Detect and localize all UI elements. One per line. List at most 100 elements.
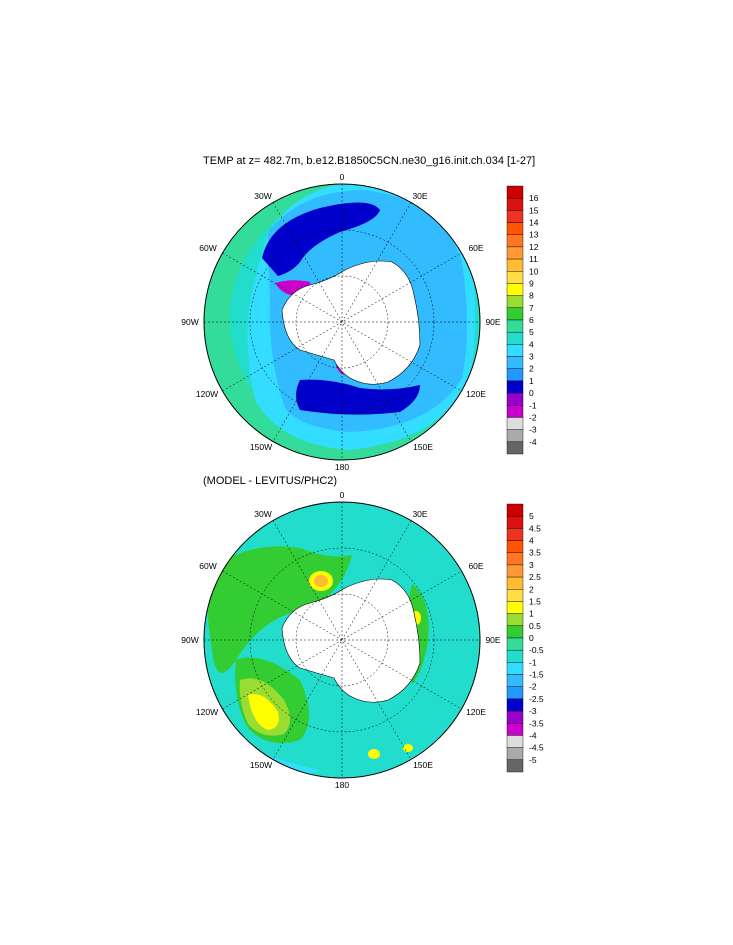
colorbar-label: 1 [529, 609, 534, 619]
panel-1-longitude-labels: 0 30E 60E 90E 120E 150E 180 150W 120W 90… [181, 172, 501, 472]
colorbar-label: 9 [529, 278, 534, 288]
colorbar-label: 7 [529, 303, 534, 313]
colorbar-label: 5 [529, 327, 534, 337]
panel-1-title: TEMP at z= 482.7m, b.e12.B1850C5CN.ne30_… [203, 155, 536, 167]
map-boundary-1 [203, 183, 481, 461]
colorbar-label: -1 [529, 657, 537, 667]
colorbar-label: 14 [529, 218, 539, 228]
meridian-lines-2 [204, 502, 480, 778]
lon-label-90w-p2: 90W [181, 635, 198, 645]
lon-label-180-p2: 180 [335, 780, 349, 790]
colorbar-label: 11 [529, 254, 538, 264]
colorbar-label: 2 [529, 584, 534, 594]
panel-2-colorbar: 5 4.5 4 3.5 3 2.5 2 1.5 1 0.5 0 -0.5 -1 -1.5 -2 -2.5 -3 -… [506, 503, 544, 773]
lon-label-30w: 30W [254, 191, 271, 201]
lon-label-90e: 90E [485, 317, 500, 327]
colorbar-swatch [506, 222, 524, 235]
colorbar-swatch [506, 649, 524, 663]
map-boundary-2 [203, 501, 481, 779]
lon-label-150e-p2: 150E [413, 760, 433, 770]
colorbar-label: 3 [529, 352, 534, 362]
colorbar-swatch [506, 503, 524, 517]
colorbar-label: 1 [529, 376, 534, 386]
colorbar-label: -3 [529, 706, 537, 716]
temp-band-0-1-weddell [262, 202, 380, 276]
lon-label-30e-p2: 30E [412, 509, 427, 519]
lon-label-120w-p2: 120W [196, 707, 218, 717]
lon-label-30e: 30E [412, 191, 427, 201]
colorbar-swatch [506, 417, 524, 430]
colorbar-label: 0.5 [529, 621, 541, 631]
lon-label-120w: 120W [196, 389, 218, 399]
colorbar-swatch [506, 405, 524, 418]
lon-label-120e-p2: 120E [466, 707, 486, 717]
colorbar-label: 4 [529, 339, 534, 349]
colorbar-swatch [506, 564, 524, 578]
colorbar-label: 5 [529, 511, 534, 521]
colorbar-label: 3.5 [529, 548, 541, 558]
colorbar-swatch [506, 429, 524, 443]
colorbar-label: -1.5 [529, 670, 544, 680]
lon-label-0-p2: 0 [340, 490, 345, 500]
colorbar-label: 12 [529, 242, 539, 252]
colorbar-label: 15 [529, 205, 539, 215]
colorbar-label: 3 [529, 560, 534, 570]
colorbar-label: 4.5 [529, 523, 541, 533]
colorbar-label: -0.5 [529, 645, 544, 655]
colorbar-swatch [506, 185, 524, 199]
colorbar-label: -2 [529, 412, 537, 422]
diff-band-1-15-southwest [248, 694, 279, 730]
lon-label-90w: 90W [181, 317, 198, 327]
panel-2-title: (MODEL - LEVITUS/PHC2) [203, 475, 338, 487]
lon-label-120e: 120E [466, 389, 486, 399]
colorbar-label: -4.5 [529, 743, 544, 753]
panel-1-map: 0 30E 60E 90E 120E 150E 180 150W 120W 90… [181, 172, 538, 472]
lon-label-60w-p2: 60W [199, 561, 216, 571]
colorbar-label: 4 [529, 536, 534, 546]
colorbar-swatch [506, 662, 524, 675]
colorbar-label: -2.5 [529, 694, 544, 704]
colorbar-label: 0 [529, 388, 534, 398]
colorbar-swatch [506, 392, 524, 406]
lon-label-60e-p2: 60E [468, 561, 483, 571]
colorbar-label: -2 [529, 682, 537, 692]
colorbar-swatch [506, 441, 524, 455]
diff-band-2-25-weddell [314, 575, 328, 587]
temp-band-0-1-ross [296, 379, 420, 415]
colorbar-swatch [506, 698, 524, 712]
colorbar-label: -3.5 [529, 718, 544, 728]
colorbar-swatch [506, 601, 524, 614]
colorbar-label: 0 [529, 633, 534, 643]
colorbar-label: 10 [529, 266, 539, 276]
panel-2-map: 0 30E 60E 90E 120E 150E 180 150W 120W 90… [181, 490, 544, 790]
colorbar-swatch [506, 528, 524, 541]
colorbar-label: 2 [529, 364, 534, 374]
colorbar-swatch [506, 210, 524, 223]
antarctica-landmass [281, 260, 421, 385]
colorbar-swatch [506, 686, 524, 700]
colorbar-label: -4 [529, 730, 537, 740]
diff-band-1-15-south-b [403, 744, 413, 752]
lon-label-0: 0 [340, 172, 345, 182]
colorbar-label: -5 [529, 755, 537, 765]
colorbar-label: 1.5 [529, 596, 541, 606]
antarctica-landmass-2 [281, 578, 421, 703]
colorbar-swatch [506, 735, 524, 748]
colorbar-swatch [506, 589, 524, 602]
colorbar-swatch [506, 258, 524, 272]
lon-label-150e: 150E [413, 442, 433, 452]
colorbar-swatch [506, 368, 524, 382]
colorbar-swatch [506, 540, 524, 553]
lon-label-150w-p2: 150W [250, 760, 272, 770]
colorbar-swatch [506, 283, 524, 296]
colorbar-swatch [506, 723, 524, 736]
lon-label-30w-p2: 30W [254, 509, 271, 519]
colorbar-label: -1 [529, 400, 537, 410]
colorbar-swatch [506, 625, 524, 639]
colorbar-swatch [506, 295, 524, 309]
colorbar-label: 16 [529, 193, 539, 203]
colorbar-swatch [506, 246, 524, 260]
meridian-lines [204, 184, 480, 460]
colorbar-swatch [506, 271, 524, 284]
